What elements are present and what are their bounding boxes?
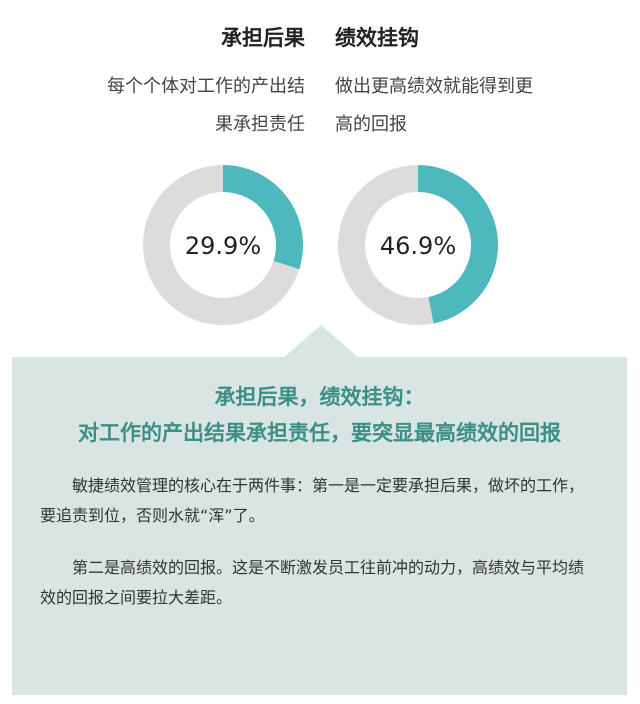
description-line: 高的回报 xyxy=(335,114,407,135)
donut-center-label: 46.9% xyxy=(380,232,456,260)
description-line: 做出更高绩效就能得到更 xyxy=(335,76,533,97)
donut-segment-remainder xyxy=(142,165,300,325)
panel-pointer xyxy=(283,325,359,358)
description-line: 果承担责任 xyxy=(215,114,305,135)
column-description: 做出更高绩效就能得到更 高的回报 xyxy=(335,68,595,144)
donut-chart-performance: 46.9% xyxy=(338,165,499,325)
panel-paragraph: 敏捷绩效管理的核心在于两件事：第一是一定要承担后果，做坏的工作，要追责到位，否则… xyxy=(40,476,585,525)
donut-segment-value xyxy=(223,165,303,270)
column-accountability: 承担后果 每个个体对工作的产出结 果承担责任 xyxy=(45,18,305,144)
panel-heading-line: 对工作的产出结果承担责任，要突显最高绩效的回报 xyxy=(78,420,561,445)
donut-segment-remainder xyxy=(338,165,434,325)
column-description: 每个个体对工作的产出结 果承担责任 xyxy=(45,68,305,144)
column-title: 承担后果 xyxy=(221,26,305,50)
column-title: 绩效挂钩 xyxy=(335,26,419,50)
column-performance: 绩效挂钩 做出更高绩效就能得到更 高的回报 xyxy=(335,18,595,144)
donut-center-label: 29.9% xyxy=(185,232,261,260)
summary-panel: 承担后果，绩效挂钩： 对工作的产出结果承担责任，要突显最高绩效的回报 敏捷绩效管… xyxy=(12,357,627,695)
description-line: 每个个体对工作的产出结 xyxy=(107,76,305,97)
panel-paragraph: 第二是高绩效的回报。这是不断激发员工往前冲的动力，高绩效与平均绩效的回报之间要拉… xyxy=(40,558,585,607)
panel-heading: 承担后果，绩效挂钩： 对工作的产出结果承担责任，要突显最高绩效的回报 xyxy=(12,379,627,451)
donut-segment-value xyxy=(418,165,499,324)
donut-chart-accountability: 29.9% xyxy=(142,165,303,325)
panel-heading-line: 承担后果，绩效挂钩： xyxy=(214,384,425,409)
